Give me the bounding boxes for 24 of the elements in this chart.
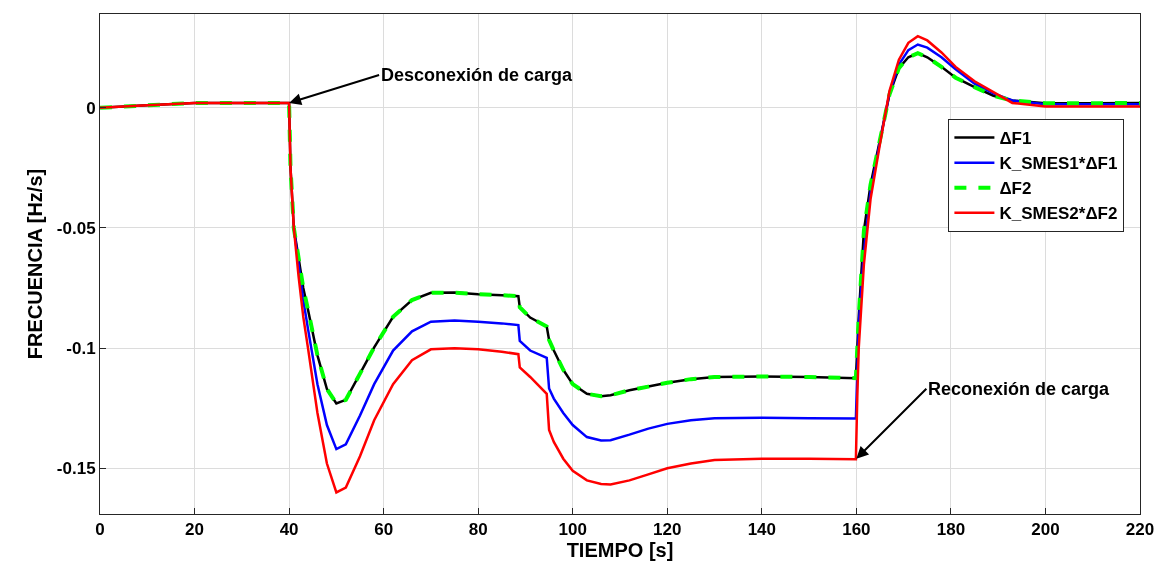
annotation: Desconexión de carga bbox=[381, 65, 574, 85]
y-tick-label: 0 bbox=[86, 98, 96, 118]
legend-label: K_SMES1*ΔF1 bbox=[999, 154, 1118, 174]
x-tick-label: 220 bbox=[1125, 520, 1155, 540]
annotation: Reconexión de carga bbox=[928, 379, 1111, 399]
legend-label: ΔF2 bbox=[999, 179, 1032, 199]
y-tick-label: -0.15 bbox=[56, 459, 96, 479]
x-tick-label: 80 bbox=[468, 520, 488, 540]
x-tick-label: 40 bbox=[279, 520, 299, 540]
line-series bbox=[100, 34, 1140, 494]
y-tick-label: -0.1 bbox=[66, 339, 96, 359]
x-tick-label: 60 bbox=[374, 520, 394, 540]
y-tick-label: -0.05 bbox=[56, 218, 96, 238]
legend-label: ΔF1 bbox=[999, 129, 1032, 149]
y-axis-title: FRECUENCIA [Hz/s] bbox=[24, 168, 47, 360]
legend-label: K_SMES2*ΔF2 bbox=[999, 204, 1118, 224]
x-tick-label: 200 bbox=[1031, 520, 1060, 540]
x-tick-label: 120 bbox=[653, 520, 682, 540]
x-tick-label: 160 bbox=[842, 520, 871, 540]
x-tick-label: 180 bbox=[936, 520, 966, 540]
x-tick-label: 100 bbox=[558, 520, 587, 540]
x-axis-title: TIEMPO [s] bbox=[566, 539, 674, 562]
x-tick-label: 20 bbox=[185, 520, 205, 540]
x-tick-label: 140 bbox=[747, 520, 777, 540]
